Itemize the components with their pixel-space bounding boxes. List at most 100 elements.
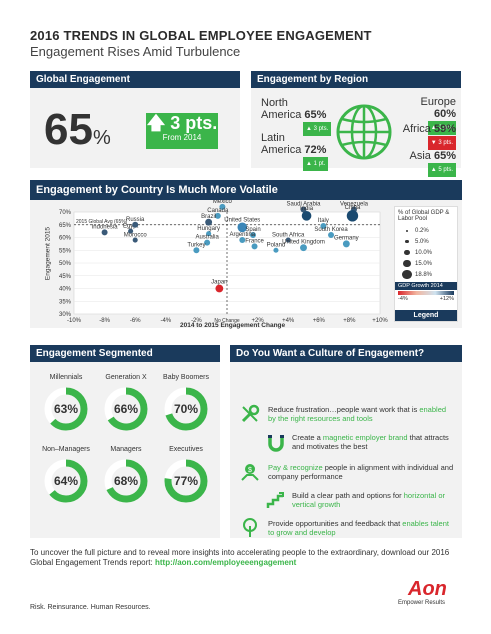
legend-size-label: 10.0% — [415, 249, 433, 256]
region-latin-america: Latin America 72% ▲ 1 pt. — [261, 132, 329, 171]
country-label: United Kingdom — [282, 239, 325, 245]
y-tick-label: 70% — [59, 210, 72, 216]
donut-fill — [44, 387, 88, 431]
legend-size-label: 5.0% — [415, 238, 429, 245]
culture-item-2: Create a magnetic employer brand that at… — [292, 433, 449, 451]
legend-size-dot — [403, 259, 411, 268]
country-point — [204, 239, 211, 246]
culture-heading: Do You Want a Culture of Engagement? — [230, 345, 462, 362]
growth-stairs-icon — [266, 492, 284, 508]
global-engagement-heading: Global Engagement — [30, 71, 240, 88]
culture-item-4: Build a clear path and options for horiz… — [292, 491, 446, 509]
x-axis-label: 2014 to 2015 Engagement Change — [180, 322, 286, 329]
report-link[interactable]: http://aon.com/employeeengagement — [154, 558, 297, 567]
y-tick-label: 60% — [59, 236, 72, 242]
country-label: Indonesia — [92, 224, 119, 230]
country-label: Germany — [334, 235, 359, 241]
segment-label: Generation X — [105, 374, 147, 381]
country-scatter-chart: 70% 65% 60% 55% 50% 45% 40% 35% 30%-10% -8% -6% -4%… — [59, 200, 388, 324]
segment-value: 70% — [173, 402, 199, 416]
magnet-icon — [268, 435, 284, 452]
country-heading: Engagement by Country Is Much More Volat… — [30, 180, 462, 200]
country-label: Mexico — [213, 200, 233, 205]
legend-size-dot — [402, 269, 412, 280]
global-change-badge: 🡅 3 pts. From 2014 — [146, 113, 218, 149]
page-subtitle: Engagement Rises Amid Turbulence — [30, 44, 241, 59]
country-label: Australia — [195, 235, 219, 241]
segment-label: Executives — [169, 446, 203, 453]
x-tick-label: +6% — [313, 318, 326, 324]
country-point — [206, 231, 212, 237]
y-tick-label: 40% — [59, 287, 72, 293]
region-north-america: North America 65% ▲ 3 pts. — [261, 97, 332, 136]
country-point — [301, 211, 312, 221]
segment-donut — [44, 459, 88, 503]
legend-size-label: 0.2% — [415, 227, 429, 234]
legend-size-label: 15.0% — [415, 260, 433, 267]
country-label: South Korea — [314, 227, 348, 233]
segment-label: Millennials — [49, 374, 83, 381]
segment-donut — [164, 459, 208, 503]
culture-item-5: Provide opportunities and feedback that … — [268, 519, 449, 537]
region-asia: Asia 65% ▲ 5 pts. — [398, 150, 456, 177]
country-label: Saudi Arabia — [286, 201, 321, 207]
up-arrow-icon: ▲ 3 pts. — [303, 122, 332, 136]
up-arrow-icon: ▲ 1 pt. — [303, 157, 329, 171]
country-point — [132, 237, 138, 243]
x-tick-label: +10% — [372, 318, 388, 324]
region-africa: Africa 59% ▼ 3 pts. — [398, 123, 456, 150]
x-tick-label: +2% — [252, 318, 265, 324]
country-label: China — [345, 205, 361, 211]
aon-brand-tagline: Empower Results — [398, 600, 446, 606]
donut-fill — [164, 459, 208, 503]
segment-donut — [44, 387, 88, 431]
legend-size-label: 18.8% — [415, 271, 433, 278]
country-label: Venezuela — [340, 201, 369, 207]
country-point — [219, 203, 226, 210]
country-label: Poland — [267, 243, 286, 249]
country-label: Russia — [126, 217, 145, 223]
tools-icon — [241, 404, 260, 423]
legend-size-dot — [405, 239, 409, 244]
plant-icon — [243, 518, 257, 537]
country-label: Hungary — [197, 226, 220, 232]
segment-donut — [164, 387, 208, 431]
country-point — [215, 284, 224, 293]
country-point — [205, 218, 213, 226]
country-label: Egypt — [123, 224, 139, 230]
aon-logo: Aon — [408, 578, 447, 600]
segment-label: Managers — [110, 446, 142, 453]
country-label: France — [245, 238, 264, 244]
country-point — [101, 229, 108, 236]
region-panel — [251, 88, 461, 168]
country-label: India — [300, 206, 314, 212]
gdp-gradient-bar — [398, 291, 454, 295]
x-tick-label: -6% — [130, 318, 141, 324]
segment-value: 63% — [53, 402, 79, 416]
culture-panel — [230, 362, 462, 538]
segment-value: 66% — [113, 402, 139, 416]
y-tick-label: 50% — [59, 261, 72, 267]
x-tick-label: -2% — [191, 318, 202, 324]
x-tick-label: -4% — [160, 318, 171, 324]
country-label: Canada — [207, 208, 229, 214]
country-point — [193, 247, 200, 254]
y-tick-label: 55% — [59, 248, 72, 254]
y-tick-label: 45% — [59, 274, 72, 280]
country-point — [239, 237, 246, 244]
country-point — [214, 212, 221, 219]
global-engagement-value: 65% — [44, 105, 111, 154]
y-tick-label: 30% — [59, 312, 72, 318]
country-label: Spain — [245, 227, 260, 233]
legend-size-row: 5.0% — [399, 236, 457, 247]
segment-value: 77% — [173, 474, 199, 488]
segment-donut — [104, 459, 148, 503]
y-tick-label: 35% — [59, 299, 72, 305]
country-label: Morocco — [124, 233, 148, 239]
footer-cta: To uncover the full picture and to revea… — [30, 548, 450, 567]
y-axis-label: Engagement 2015 — [44, 226, 52, 281]
legend-size-row: 18.8% — [399, 269, 457, 280]
segment-value: 64% — [53, 474, 79, 488]
region-heading: Engagement by Region — [251, 71, 461, 88]
up-arrow-icon: 🡅 — [146, 113, 166, 133]
